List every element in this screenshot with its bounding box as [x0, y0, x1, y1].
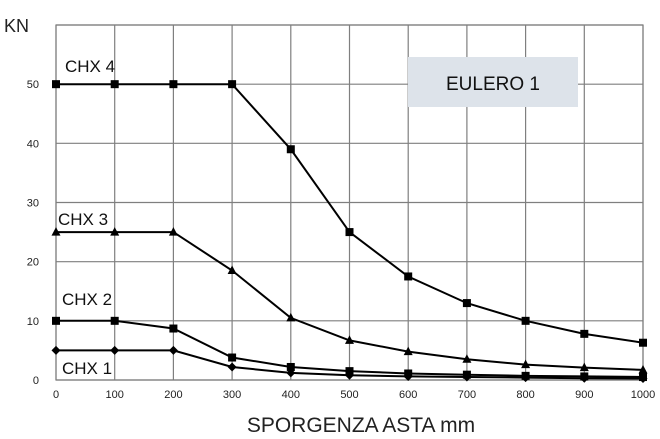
y-tick-label-0: 0 — [33, 375, 39, 387]
point-chx-3-800 — [521, 359, 531, 369]
x-tick-label-300: 300 — [223, 389, 241, 401]
point-chx-3-400 — [286, 312, 296, 322]
plot-frame — [55, 24, 644, 381]
y-tick-label-40: 40 — [27, 138, 39, 150]
point-chx-1-300 — [227, 362, 237, 372]
point-chx-1-0 — [51, 345, 61, 355]
x-tick-label-0: 0 — [53, 389, 59, 401]
point-chx-4-500 — [345, 228, 354, 237]
point-chx-4-400 — [286, 145, 295, 154]
series-label-chx-3: CHX 3 — [58, 210, 108, 229]
point-chx-4-0 — [52, 80, 60, 89]
point-chx-3-200 — [168, 227, 178, 236]
point-chx-2-100 — [110, 316, 119, 325]
point-chx-3-900 — [579, 362, 589, 372]
point-chx-3-700 — [462, 354, 472, 363]
point-chx-1-600 — [403, 371, 413, 381]
point-chx-4-700 — [462, 299, 471, 308]
x-tick-label-100: 100 — [106, 389, 124, 401]
x-tick-label-700: 700 — [458, 389, 476, 401]
x-tick-label-600: 600 — [399, 389, 417, 401]
y-axis-title: KN — [4, 16, 29, 36]
point-chx-1-400 — [286, 368, 296, 378]
point-chx-1-500 — [345, 370, 354, 380]
point-chx-2-300 — [228, 353, 237, 362]
series-label-chx-2: CHX 2 — [62, 290, 112, 309]
x-tick-label-500: 500 — [340, 389, 358, 401]
x-tick-label-400: 400 — [282, 389, 300, 401]
point-chx-2-200 — [169, 324, 178, 333]
series-chx-4 — [52, 80, 647, 347]
labels-layer: CHX 4 CHX 3 CHX 2 CHX 1 — [58, 57, 115, 378]
x-tick-label-900: 900 — [575, 389, 593, 401]
point-chx-1-200 — [168, 345, 178, 355]
annotation-box-background — [408, 57, 578, 107]
x-axis-title: SPORGENZA ASTA mm — [247, 414, 475, 437]
point-chx-2-0 — [52, 316, 60, 325]
point-chx-4-600 — [404, 272, 413, 281]
point-chx-1-700 — [462, 372, 472, 382]
series-chx-1 — [51, 345, 648, 384]
series-layer — [51, 80, 648, 384]
point-chx-4-200 — [169, 80, 178, 89]
y-tick-label-30: 30 — [27, 198, 39, 210]
point-chx-3-1000 — [638, 364, 648, 374]
point-chx-4-1000 — [639, 338, 647, 347]
point-chx-3-300 — [227, 265, 237, 275]
y-tick-label-50: 50 — [27, 79, 39, 91]
point-chx-4-100 — [110, 80, 119, 89]
point-chx-1-800 — [521, 373, 531, 383]
y-tick-label-20: 20 — [27, 257, 39, 269]
point-chx-1-900 — [579, 373, 589, 383]
point-chx-1-100 — [110, 345, 120, 355]
annotation-box: EULERO 1 — [408, 57, 578, 107]
x-tick-label-200: 200 — [164, 389, 182, 401]
series-chx-3 — [51, 227, 648, 374]
series-label-chx-1: CHX 1 — [62, 359, 112, 378]
point-chx-4-800 — [521, 316, 530, 325]
y-tick-label-10: 10 — [27, 316, 39, 328]
point-chx-4-900 — [580, 329, 589, 338]
x-tick-label-800: 800 — [516, 389, 534, 401]
point-chx-1-1000 — [638, 374, 648, 384]
point-chx-2-400 — [286, 362, 295, 371]
point-chx-3-100 — [110, 227, 120, 236]
series-label-chx-4: CHX 4 — [65, 57, 115, 76]
annotation-label: EULERO 1 — [446, 74, 540, 95]
point-chx-3-0 — [51, 227, 61, 236]
axes: 0 100 200 300 400 500 600 700 800 900 1000 0 10 20 30 4… — [27, 24, 655, 401]
x-tick-label-1000: 1000 — [631, 389, 655, 401]
point-chx-3-600 — [403, 346, 413, 356]
point-chx-3-500 — [345, 335, 354, 344]
point-chx-4-300 — [228, 80, 237, 89]
